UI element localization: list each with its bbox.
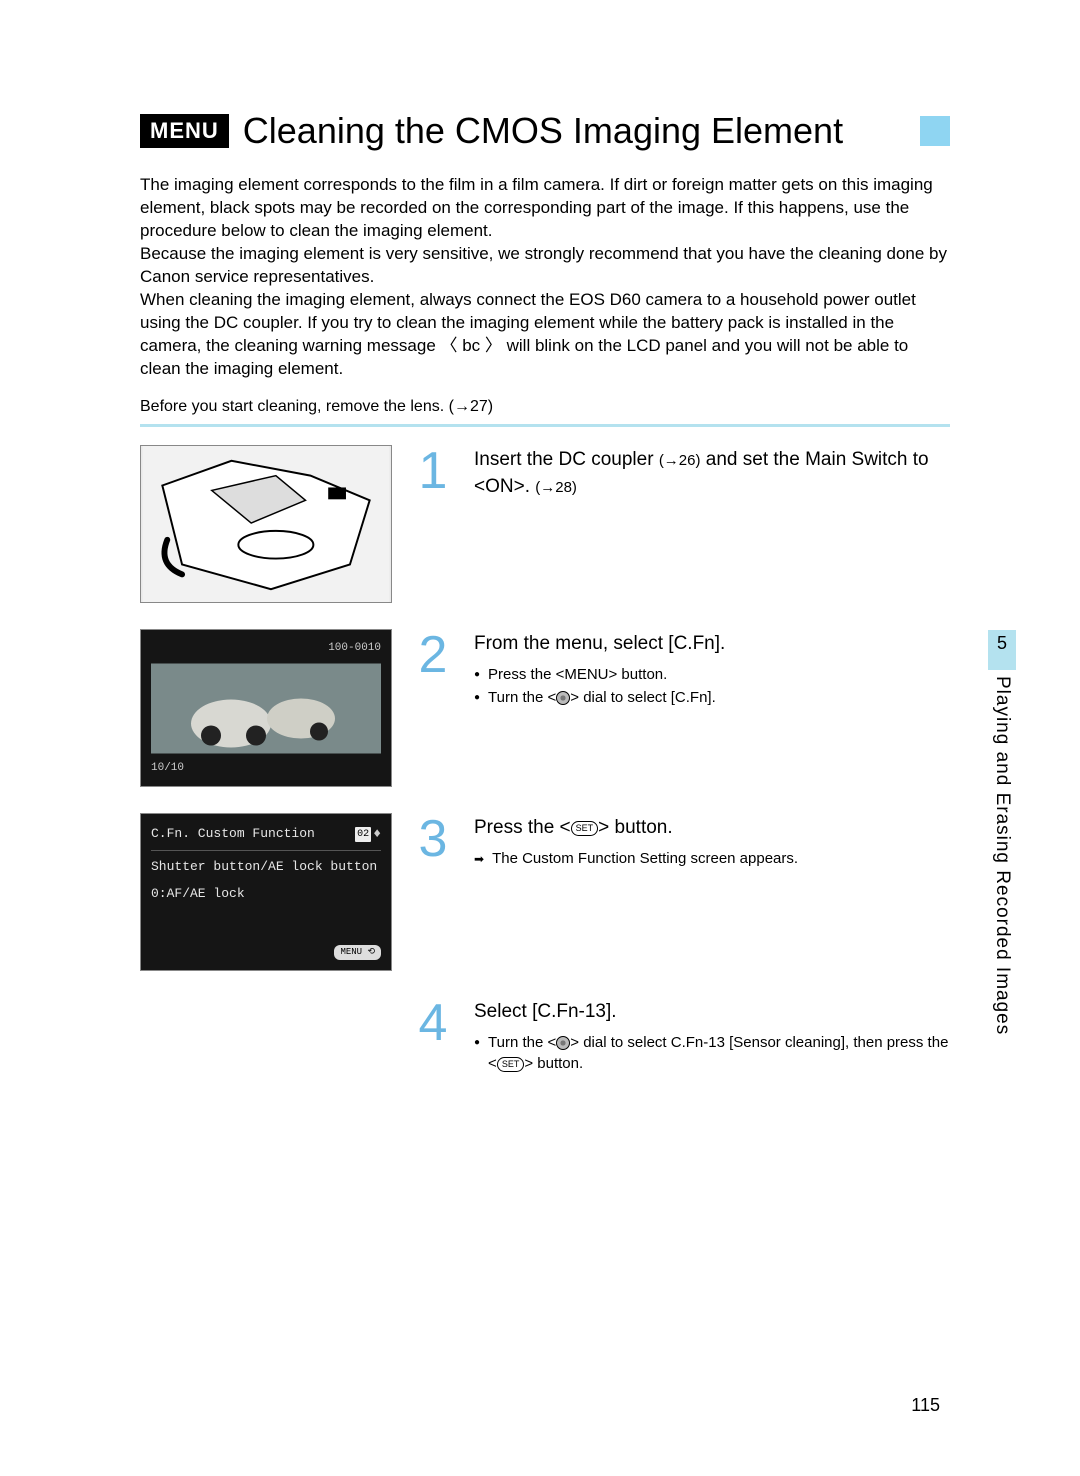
step1-number: 1 xyxy=(406,445,460,497)
chapter-label: Playing and Erasing Recorded Images xyxy=(991,676,1013,1035)
step2-lcd-preview: 100-0010 10/10 xyxy=(140,629,392,787)
step4-head: Select [C.Fn-13]. xyxy=(474,999,950,1026)
step4-bullet-1: Turn the <> dial to select C.Fn-13 [Sens… xyxy=(474,1032,950,1074)
step3-number: 3 xyxy=(406,813,460,865)
menu-badge: MENU xyxy=(140,114,229,148)
step3-arrow-1: The Custom Function Setting screen appea… xyxy=(474,848,950,869)
step3-head: Press the <SET> button. xyxy=(474,815,950,842)
chapter-number: 5 xyxy=(988,630,1016,670)
step1-illustration xyxy=(140,445,392,603)
step2-bullet-2: Turn the <> dial to select [C.Fn]. xyxy=(474,687,950,708)
step2-body: From the menu, select [C.Fn]. Press the … xyxy=(474,629,950,710)
set-icon: SET xyxy=(497,1057,525,1072)
intro-paragraph: The imaging element corresponds to the f… xyxy=(140,174,950,380)
divider xyxy=(140,424,950,427)
step2-bullet-1: Press the <MENU> button. xyxy=(474,664,950,685)
page-title: Cleaning the CMOS Imaging Element xyxy=(243,110,906,152)
lcd-line1: C.Fn. Custom Function xyxy=(151,824,315,844)
step3-lcd-screen: C.Fn. Custom Function 02 ♦ Shutter butto… xyxy=(140,813,392,971)
lcd-menu-back: MENU ⟲ xyxy=(334,945,381,961)
title-row: MENU Cleaning the CMOS Imaging Element xyxy=(140,110,950,152)
step2-number: 2 xyxy=(406,629,460,681)
step3-body: Press the <SET> button. The Custom Funct… xyxy=(474,813,950,871)
section-marker-square xyxy=(920,116,950,146)
lcd2-topright: 100-0010 xyxy=(328,640,381,657)
dial-icon xyxy=(556,1036,570,1050)
page-number: 115 xyxy=(911,1395,940,1416)
set-icon: SET xyxy=(571,821,599,836)
dial-icon xyxy=(556,691,570,705)
lcd2-bottomleft: 10/10 xyxy=(151,760,184,777)
chapter-side-tab: 5 Playing and Erasing Recorded Images xyxy=(988,630,1016,1035)
lcd-badge: 02 xyxy=(355,827,371,842)
step1-head: Insert the DC coupler (→26) and set the … xyxy=(474,447,950,500)
lcd-line3: 0:AF/AE lock xyxy=(151,884,245,904)
step1-body: Insert the DC coupler (→26) and set the … xyxy=(474,445,950,506)
lcd-line2: Shutter button/AE lock button xyxy=(151,857,377,877)
step2-head: From the menu, select [C.Fn]. xyxy=(474,631,950,658)
motorcycle-thumbnail-icon xyxy=(151,657,381,760)
updown-icon: ♦ xyxy=(373,824,381,844)
pre-note: Before you start cleaning, remove the le… xyxy=(140,398,950,416)
step4-body: Select [C.Fn-13]. Turn the <> dial to se… xyxy=(474,997,950,1076)
camera-coupler-illustration xyxy=(141,446,391,602)
steps-grid: 1 Insert the DC coupler (→26) and set th… xyxy=(140,445,950,1155)
step4-number: 4 xyxy=(406,997,460,1049)
